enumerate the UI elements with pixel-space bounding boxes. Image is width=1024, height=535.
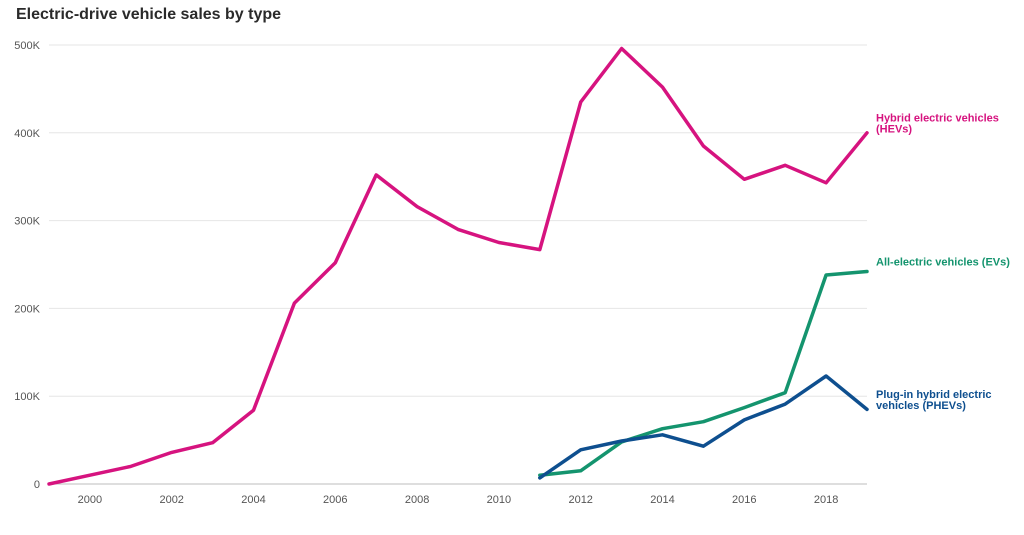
series-lines bbox=[47, 46, 869, 486]
y-tick-label: 400K bbox=[14, 128, 40, 140]
series-line-3 bbox=[538, 374, 869, 480]
x-tick-label: 2006 bbox=[323, 494, 347, 506]
x-tick-label: 2014 bbox=[650, 494, 674, 506]
x-tick-label: 2012 bbox=[568, 494, 592, 506]
y-tick-label: 300K bbox=[14, 216, 40, 228]
axis-ticks: 0 100K 200K 300K 400K 500K 2000 2002 2004 2006 200… bbox=[14, 40, 838, 506]
series-labels: Hybrid electric vehicles (HEVs) All-electr… bbox=[876, 112, 1010, 412]
x-tick-label: 2010 bbox=[487, 494, 511, 506]
y-tick-label: 0 bbox=[34, 479, 40, 491]
series-label-2: All-electric vehicles (EVs) bbox=[876, 257, 1010, 269]
series-line-1 bbox=[47, 46, 869, 486]
x-tick-label: 2016 bbox=[732, 494, 756, 506]
x-tick-label: 2018 bbox=[814, 494, 838, 506]
series-line-2 bbox=[538, 269, 869, 477]
gridlines bbox=[49, 44, 867, 485]
chart-title: Electric-drive vehicle sales by type bbox=[16, 6, 282, 23]
series-label-3: Plug-in hybrid electric vehicles (PHEVs) bbox=[876, 389, 992, 412]
series-label-1: Hybrid electric vehicles (HEVs) bbox=[876, 112, 999, 135]
x-tick-label: 2008 bbox=[405, 494, 429, 506]
y-tick-label: 100K bbox=[14, 391, 40, 403]
y-tick-label: 500K bbox=[14, 40, 40, 52]
x-tick-label: 2002 bbox=[159, 494, 183, 506]
x-tick-label: 2004 bbox=[241, 494, 265, 506]
y-tick-label: 200K bbox=[14, 303, 40, 315]
x-tick-label: 2000 bbox=[78, 494, 102, 506]
